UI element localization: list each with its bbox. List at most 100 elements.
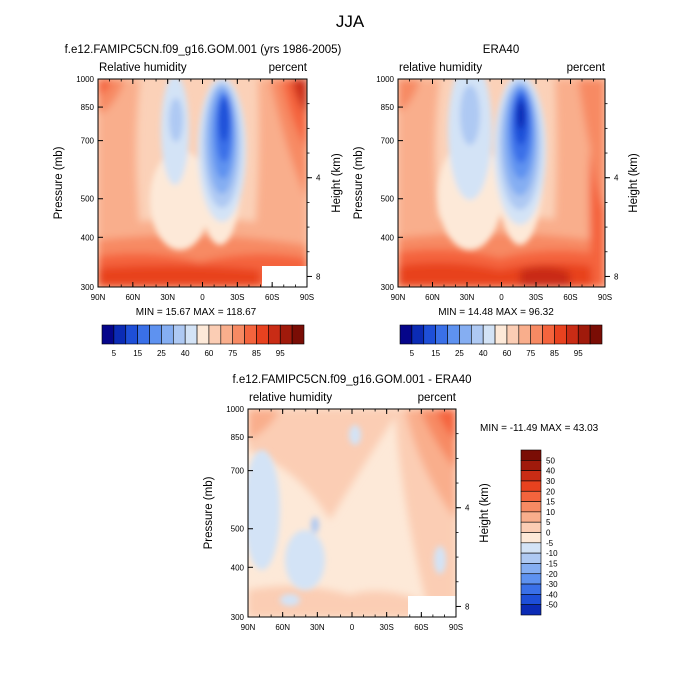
colorbar-swatch xyxy=(399,324,413,345)
y-tick-label: 850 xyxy=(81,103,95,112)
stats-label: MIN = 15.67 MAX = 118.67 xyxy=(136,307,257,318)
colorbar-label: -10 xyxy=(546,549,558,558)
colorbar-label: 25 xyxy=(157,349,166,358)
colorbar-swatch xyxy=(494,324,508,345)
colorbar-label: 95 xyxy=(276,349,285,358)
colorbar: 5 15 25 40 60 75 85 95 xyxy=(101,324,305,358)
colorbar-swatch xyxy=(589,324,603,345)
x-tick-label: 60N xyxy=(125,293,140,302)
units-label: percent xyxy=(567,62,606,74)
colorbar-swatch xyxy=(435,324,448,345)
y-tick-label: 300 xyxy=(81,283,95,292)
x-tick-label: 0 xyxy=(499,293,504,302)
colorbar: 5 15 25 40 60 75 85 95 xyxy=(399,324,603,358)
x-tick-label: 90N xyxy=(391,293,406,302)
y-tick-label: 1000 xyxy=(376,75,394,84)
contour-field xyxy=(248,409,456,617)
colorbar-label: -50 xyxy=(546,601,558,610)
x-tick-label: 90N xyxy=(241,623,256,632)
colorbar-swatch xyxy=(447,324,460,345)
contour-field xyxy=(98,79,307,287)
x-tick-label: 30N xyxy=(310,623,325,632)
x-tick-label: 0 xyxy=(200,293,205,302)
colorbar-label: 0 xyxy=(546,529,551,538)
colorbar-swatch xyxy=(577,324,591,345)
colorbar-swatch xyxy=(220,324,234,345)
x-tick-label: 60S xyxy=(265,293,279,302)
height-tick-label: 4 xyxy=(316,174,321,183)
colorbar-label: 20 xyxy=(546,487,555,496)
colorbar-swatch xyxy=(542,324,555,345)
colorbar-label: 95 xyxy=(574,349,583,358)
y-tick-label: 1000 xyxy=(226,405,244,414)
colorbar-swatch xyxy=(268,324,281,345)
colorbar-swatch xyxy=(520,563,542,575)
y-axis-right-label: Height (km) xyxy=(479,483,491,543)
x-tick-label: 90N xyxy=(91,293,106,302)
colorbar-label: 85 xyxy=(252,349,261,358)
colorbar-swatch xyxy=(244,324,257,345)
colorbar-label: -15 xyxy=(546,559,558,568)
colorbar-swatch xyxy=(520,501,542,513)
colorbar-swatch xyxy=(101,324,115,345)
colorbar-label: 60 xyxy=(502,349,511,358)
contour-field xyxy=(398,79,605,287)
colorbar-swatch xyxy=(520,552,542,564)
y-tick-label: 700 xyxy=(381,137,395,146)
colorbar-swatch xyxy=(530,324,543,345)
colorbar-swatch xyxy=(459,324,472,345)
colorbar-swatch xyxy=(520,490,542,502)
colorbar-swatch xyxy=(291,324,305,345)
panel-era40: ERA40 relative humidity percent xyxy=(353,44,640,358)
colorbar-swatch xyxy=(566,324,579,345)
colorbar-swatch xyxy=(518,324,532,345)
y-tick-label: 300 xyxy=(381,283,395,292)
x-tick-label: 30S xyxy=(230,293,244,302)
colorbar-label: 40 xyxy=(181,349,190,358)
colorbar-label: 5 xyxy=(546,518,551,527)
colorbar-label: 15 xyxy=(546,498,555,507)
height-tick-label: 8 xyxy=(316,272,321,281)
colorbar-swatch xyxy=(232,324,245,345)
colorbar-swatch xyxy=(520,573,542,585)
y-axis-label: Pressure (mb) xyxy=(353,146,365,219)
colorbar-label: 15 xyxy=(431,349,440,358)
colorbar-label: 15 xyxy=(133,349,142,358)
y-axis-label: Pressure (mb) xyxy=(53,146,65,219)
colorbar-swatch xyxy=(506,324,520,345)
colorbar-label: -20 xyxy=(546,570,558,579)
colorbar-label: 40 xyxy=(546,467,555,476)
y-tick-label: 700 xyxy=(231,467,245,476)
x-tick-label: 30S xyxy=(380,623,394,632)
colorbar-swatch xyxy=(149,324,162,345)
x-tick-label: 0 xyxy=(350,623,355,632)
colorbar-swatch xyxy=(520,460,542,471)
colorbar-label: 5 xyxy=(410,349,415,358)
colorbar-label: 10 xyxy=(546,508,555,517)
colorbar-swatch xyxy=(137,324,150,345)
colorbar-label: 40 xyxy=(479,349,488,358)
y-axis-right-label: Height (km) xyxy=(628,153,640,213)
colorbar-label: 60 xyxy=(204,349,213,358)
colorbar-label: 75 xyxy=(228,349,237,358)
x-axis: 90N 60N 30N 0 30S 60S 90S xyxy=(91,79,314,302)
panel-model: f.e12.FAMIPC5CN.f09_g16.GOM.001 (yrs 198… xyxy=(53,44,343,358)
x-tick-label: 90S xyxy=(598,293,612,302)
missing-data-region xyxy=(408,596,456,617)
colorbar-swatch xyxy=(411,324,425,345)
y-tick-label: 850 xyxy=(381,103,395,112)
height-tick-label: 8 xyxy=(465,602,470,611)
y-axis: 300 400 500 700 850 1000 8 4 xyxy=(376,75,619,292)
x-tick-label: 60N xyxy=(275,623,290,632)
y-tick-label: 1000 xyxy=(76,75,94,84)
colorbar-swatch xyxy=(520,583,542,595)
y-tick-label: 400 xyxy=(81,233,95,242)
colorbar-swatch xyxy=(520,470,542,482)
colorbar-label: -5 xyxy=(546,539,554,548)
panel-title: f.e12.FAMIPC5CN.f09_g16.GOM.001 - ERA40 xyxy=(232,374,471,386)
units-label: percent xyxy=(269,62,308,74)
colorbar-swatch xyxy=(161,324,174,345)
y-axis-right-label: Height (km) xyxy=(331,153,343,213)
y-tick-label: 400 xyxy=(381,233,395,242)
stats-label: MIN = -11.49 MAX = 43.03 xyxy=(480,423,599,434)
